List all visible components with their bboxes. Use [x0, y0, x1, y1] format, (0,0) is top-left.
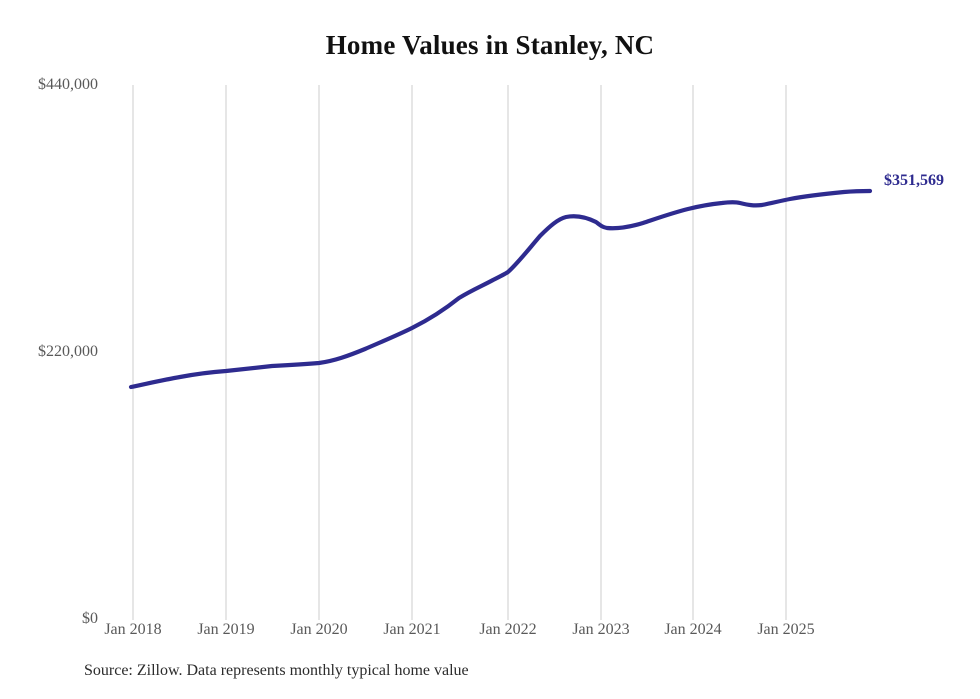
chart-title: Home Values in Stanley, NC	[325, 30, 655, 60]
series-home-value	[128, 188, 873, 390]
x-axis-tick-jan-2018: Jan 2018	[104, 621, 162, 638]
source-note: Source: Zillow. Data represents monthly …	[84, 662, 469, 679]
gridlines	[132, 85, 787, 620]
y-axis-tick-220000: $220,000	[38, 343, 98, 360]
x-axis-tick-jan-2025: Jan 2025	[757, 621, 815, 638]
x-axis-tick-jan-2024: Jan 2024	[664, 621, 722, 638]
x-axis-tick-jan-2023: Jan 2023	[572, 621, 630, 638]
y-axis-tick-440000: $440,000	[38, 76, 98, 93]
y-axis-tick-0: $0	[82, 610, 98, 627]
home-value-line	[128, 188, 873, 390]
x-axis-tick-jan-2020: Jan 2020	[290, 621, 348, 638]
x-axis-tick-jan-2021: Jan 2021	[383, 621, 441, 638]
x-axis-tick-jan-2019: Jan 2019	[197, 621, 255, 638]
end-value-annotation: $351,569	[884, 172, 944, 189]
x-axis-tick-jan-2022: Jan 2022	[479, 621, 537, 638]
